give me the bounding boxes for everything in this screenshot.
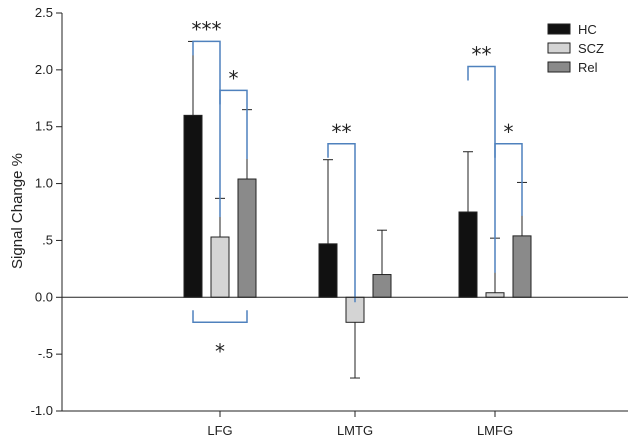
bar-rel-lmfg <box>512 235 532 298</box>
bar-hc-lfg <box>183 114 203 298</box>
legend-swatch-scz <box>547 42 571 54</box>
bar-hc-lmtg <box>318 243 338 298</box>
x-tick-label: LMFG <box>477 423 513 438</box>
y-tick-label: 1.0 <box>35 176 53 191</box>
bar-scz-lmfg <box>485 292 505 298</box>
significance-bracket <box>192 40 221 218</box>
y-tick-label: .5 <box>42 232 53 247</box>
y-tick-label: 0.0 <box>35 289 53 304</box>
legend-swatch-hc <box>547 23 571 35</box>
significance-label: * <box>215 339 225 363</box>
x-tick-label: LMTG <box>337 423 373 438</box>
y-tick-label: 1.5 <box>35 119 53 134</box>
legend-label-scz: SCZ <box>578 41 604 56</box>
significance-bracket <box>192 310 248 324</box>
legend-label-rel: Rel <box>578 60 598 75</box>
significance-bracket <box>494 143 523 216</box>
significance-bracket <box>327 143 356 303</box>
significance-label: *** <box>192 17 222 41</box>
legend-swatch-rel <box>547 61 571 73</box>
y-tick-label: -1.0 <box>31 403 53 418</box>
significance-label: ** <box>332 120 352 144</box>
significance-label: ** <box>472 42 492 66</box>
y-axis-title: Signal Change % <box>9 153 26 269</box>
significance-label: * <box>504 120 514 144</box>
significance-bracket <box>467 65 496 273</box>
x-tick-label: LFG <box>207 423 232 438</box>
bar-rel-lmtg <box>372 274 392 298</box>
legend-label-hc: HC <box>578 22 597 37</box>
significance-label: * <box>229 66 239 90</box>
bar-rel-lfg <box>237 178 257 298</box>
axes-group: -1.0 -.5 0.0 .5 1.0 1.5 2.0 2.5 LFG LMTG LMFG <box>31 5 628 438</box>
legend: HC SCZ Rel <box>547 22 604 75</box>
significance-bracket <box>219 89 248 160</box>
y-tick-label: 2.5 <box>35 5 53 20</box>
y-tick-label: 2.0 <box>35 62 53 77</box>
y-tick-label: -.5 <box>38 346 53 361</box>
bar-hc-lmfg <box>458 211 478 298</box>
bar-scz-lfg <box>210 236 230 298</box>
bars-group <box>183 40 532 379</box>
significance-group: ********** <box>192 17 523 363</box>
